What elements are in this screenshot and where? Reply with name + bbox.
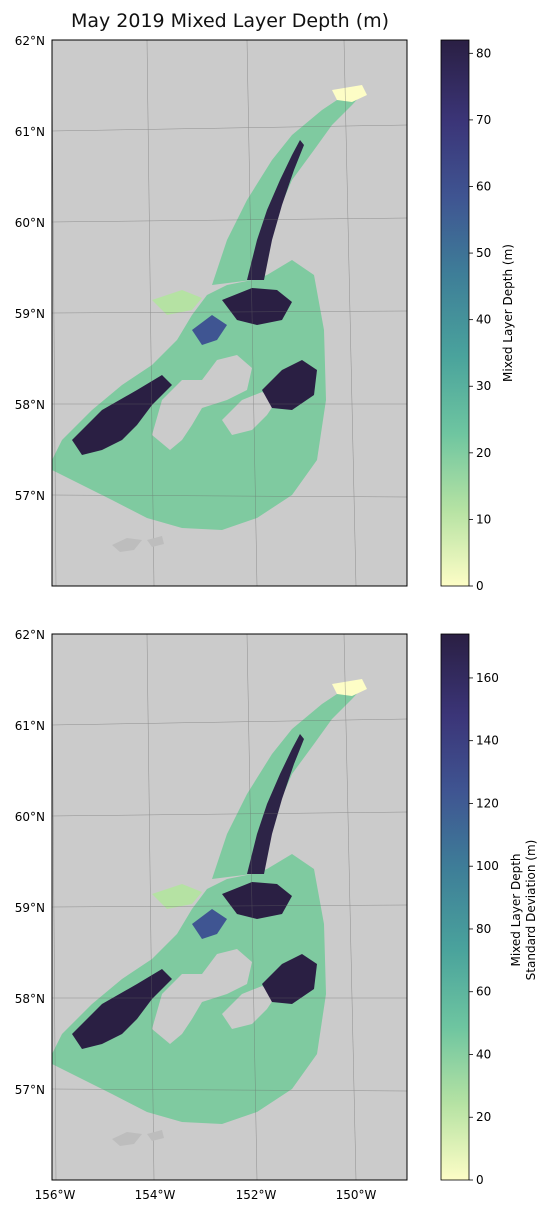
colorbar-tick-label: 10: [476, 512, 491, 526]
colorbar-label: Standard Deviation (m): [524, 840, 538, 981]
lat-label: 60°N: [15, 810, 45, 824]
colorbar-tick-label: 80: [476, 46, 491, 60]
colorbar-ticks: 0 20 40 60 80 100 120 140 160: [469, 671, 499, 1187]
colorbar-mean: 0 10 20 30 40 50 60 70 80 Mixed Layer Depth (m): [440, 39, 515, 593]
lon-label: 152°W: [236, 1188, 277, 1202]
lat-label: 58°N: [15, 398, 45, 412]
lon-label: 150°W: [336, 1188, 377, 1202]
figure-title: May 2019 Mixed Layer Depth (m): [71, 10, 389, 32]
lon-label: 156°W: [35, 1188, 76, 1202]
lat-label: 58°N: [15, 992, 45, 1006]
colorbar-tick-label: 0: [476, 579, 484, 593]
colorbar-tick-label: 50: [476, 246, 491, 260]
lon-label: 154°W: [135, 1188, 176, 1202]
colorbar-tick-label: 30: [476, 379, 491, 393]
lat-label: 62°N: [15, 628, 45, 642]
colorbar-tick-label: 120: [476, 796, 499, 810]
colorbar-tick-label: 140: [476, 734, 499, 748]
lat-label: 57°N: [15, 489, 45, 503]
lat-label: 62°N: [15, 34, 45, 48]
lat-label: 61°N: [15, 125, 45, 139]
colorbar-tick-label: 20: [476, 446, 491, 460]
lat-label: 60°N: [15, 216, 45, 230]
lat-label: 57°N: [15, 1083, 45, 1097]
colorbar-tick-label: 60: [476, 985, 491, 999]
colorbar-tick-label: 70: [476, 113, 491, 127]
map-panel-stddev: 62°N 61°N 60°N 59°N 58°N 57°N 156°W 154°…: [15, 628, 408, 1202]
colorbar-tick-label: 0: [476, 1173, 484, 1187]
colorbar-tick-label: 40: [476, 313, 491, 327]
lat-label: 59°N: [15, 307, 45, 321]
map-panel-mean: 62°N 61°N 60°N 59°N 58°N 57°N: [15, 34, 408, 587]
colorbar-tick-label: 160: [476, 671, 499, 685]
colorbar-label: Mixed Layer Depth (m): [501, 244, 515, 382]
lat-label: 61°N: [15, 719, 45, 733]
colorbar-label: Mixed Layer Depth: [509, 853, 523, 966]
colorbar-tick-label: 60: [476, 179, 491, 193]
colorbar-tick-label: 40: [476, 1047, 491, 1061]
colorbar-tick-label: 20: [476, 1110, 491, 1124]
colorbar-tick-label: 100: [476, 859, 499, 873]
colorbar-tick-label: 80: [476, 922, 491, 936]
lat-label: 59°N: [15, 901, 45, 915]
colorbar-ticks: 0 10 20 30 40 50 60 70 80: [469, 46, 491, 593]
